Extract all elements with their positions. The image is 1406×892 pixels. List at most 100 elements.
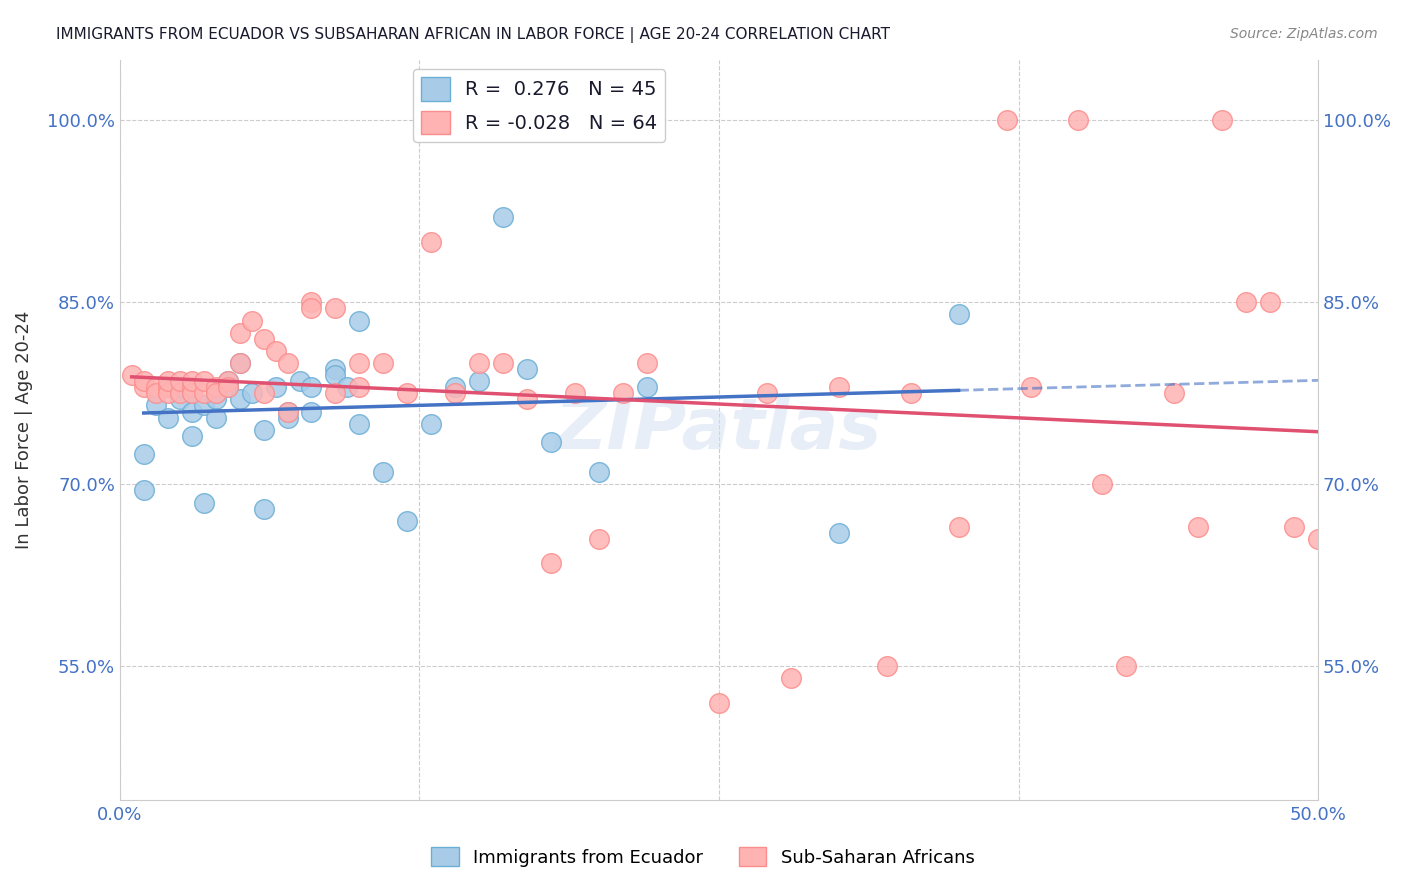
- Point: [948, 308, 970, 322]
- Point: [169, 374, 191, 388]
- Point: [1234, 295, 1257, 310]
- Point: [349, 417, 371, 431]
- Point: [636, 380, 658, 394]
- Point: [145, 399, 167, 413]
- Point: [240, 386, 263, 401]
- Point: [121, 368, 143, 383]
- Point: [228, 392, 250, 407]
- Point: [588, 465, 610, 479]
- Point: [132, 374, 155, 388]
- Point: [193, 495, 215, 509]
- Point: [612, 386, 634, 401]
- Point: [217, 374, 239, 388]
- Point: [468, 356, 491, 370]
- Point: [1282, 520, 1305, 534]
- Point: [228, 356, 250, 370]
- Point: [325, 368, 347, 383]
- Point: [1187, 520, 1209, 534]
- Text: ZIPatlas: ZIPatlas: [555, 395, 883, 464]
- Legend: Immigrants from Ecuador, Sub-Saharan Africans: Immigrants from Ecuador, Sub-Saharan Afr…: [425, 840, 981, 874]
- Point: [276, 404, 298, 418]
- Point: [180, 374, 202, 388]
- Text: 50.0%: 50.0%: [1289, 805, 1347, 824]
- Point: [156, 386, 179, 401]
- Point: [228, 326, 250, 340]
- Point: [193, 386, 215, 401]
- Point: [301, 404, 323, 418]
- Point: [145, 386, 167, 401]
- Point: [444, 386, 467, 401]
- Point: [156, 374, 179, 388]
- Point: [276, 410, 298, 425]
- Point: [325, 386, 347, 401]
- Point: [1258, 295, 1281, 310]
- Point: [420, 235, 443, 249]
- Point: [349, 380, 371, 394]
- Point: [1211, 113, 1233, 128]
- Point: [468, 374, 491, 388]
- Point: [180, 386, 202, 401]
- Point: [264, 343, 287, 358]
- Point: [516, 362, 538, 376]
- Point: [876, 659, 898, 673]
- Point: [180, 404, 202, 418]
- Point: [204, 380, 226, 394]
- Point: [264, 380, 287, 394]
- Point: [217, 374, 239, 388]
- Point: [1308, 532, 1330, 546]
- Point: [349, 356, 371, 370]
- Point: [828, 380, 851, 394]
- Point: [193, 399, 215, 413]
- Point: [180, 386, 202, 401]
- Point: [169, 386, 191, 401]
- Point: [1091, 477, 1114, 491]
- Point: [180, 380, 202, 394]
- Point: [132, 447, 155, 461]
- Point: [301, 301, 323, 316]
- Point: [492, 356, 515, 370]
- Point: [325, 301, 347, 316]
- Point: [540, 434, 562, 449]
- Point: [132, 483, 155, 498]
- Point: [204, 386, 226, 401]
- Point: [204, 392, 226, 407]
- Point: [995, 113, 1018, 128]
- Point: [349, 313, 371, 327]
- Point: [1067, 113, 1090, 128]
- Point: [564, 386, 586, 401]
- Point: [900, 386, 922, 401]
- Point: [252, 386, 274, 401]
- Point: [516, 392, 538, 407]
- Point: [228, 356, 250, 370]
- Point: [145, 380, 167, 394]
- Point: [396, 514, 419, 528]
- Point: [420, 417, 443, 431]
- Point: [156, 380, 179, 394]
- Point: [169, 392, 191, 407]
- Point: [373, 465, 395, 479]
- Point: [132, 380, 155, 394]
- Point: [252, 501, 274, 516]
- Point: [492, 211, 515, 225]
- Text: IMMIGRANTS FROM ECUADOR VS SUBSAHARAN AFRICAN IN LABOR FORCE | AGE 20-24 CORRELA: IMMIGRANTS FROM ECUADOR VS SUBSAHARAN AF…: [56, 27, 890, 43]
- Point: [169, 380, 191, 394]
- Legend: R =  0.276   N = 45, R = -0.028   N = 64: R = 0.276 N = 45, R = -0.028 N = 64: [413, 70, 665, 142]
- Y-axis label: In Labor Force | Age 20-24: In Labor Force | Age 20-24: [15, 310, 32, 549]
- Point: [156, 380, 179, 394]
- Point: [1163, 386, 1185, 401]
- Point: [325, 362, 347, 376]
- Point: [301, 295, 323, 310]
- Point: [444, 380, 467, 394]
- Point: [288, 374, 311, 388]
- Point: [1115, 659, 1137, 673]
- Point: [204, 410, 226, 425]
- Point: [204, 386, 226, 401]
- Point: [588, 532, 610, 546]
- Text: 0.0%: 0.0%: [97, 805, 142, 824]
- Point: [252, 423, 274, 437]
- Point: [276, 356, 298, 370]
- Text: Source: ZipAtlas.com: Source: ZipAtlas.com: [1230, 27, 1378, 41]
- Point: [156, 410, 179, 425]
- Point: [540, 556, 562, 570]
- Point: [636, 356, 658, 370]
